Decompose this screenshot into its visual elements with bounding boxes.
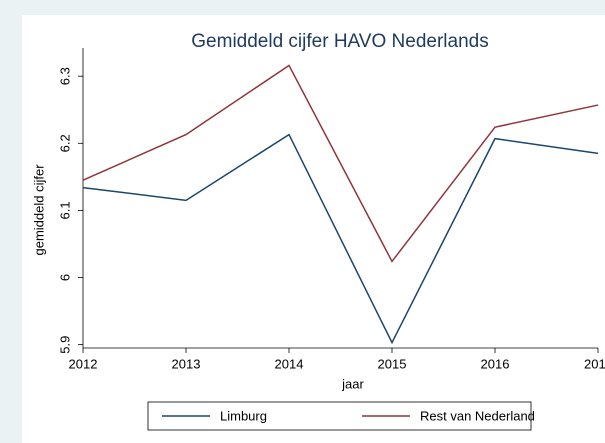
x-tick-label: 2013 [172, 356, 201, 371]
x-tick-label: 201 [584, 356, 605, 371]
x-axis-label: jaar [341, 376, 364, 391]
y-tick-label: 6.3 [57, 67, 72, 85]
graph-region [22, 15, 605, 443]
legend-label: Limburg [220, 408, 267, 423]
chart-title: Gemiddeld cijfer HAVO Nederlands [191, 31, 488, 52]
legend-label: Rest van Nederland [420, 408, 535, 423]
y-tick-label: 6.2 [57, 134, 72, 152]
x-tick-label: 2016 [481, 356, 510, 371]
series-line [82, 64, 599, 263]
y-tick-label: 6.1 [57, 201, 72, 219]
legend-box [147, 401, 532, 431]
y-axis-label: gemiddeld cijfer [31, 164, 46, 256]
series-line [82, 133, 599, 345]
y-tick-label: 6 [57, 274, 72, 281]
x-tick-label: 2014 [275, 356, 304, 371]
y-tick-label: 5.9 [57, 336, 72, 354]
x-tick-label: 2015 [378, 356, 407, 371]
x-tick-label: 2012 [69, 356, 98, 371]
